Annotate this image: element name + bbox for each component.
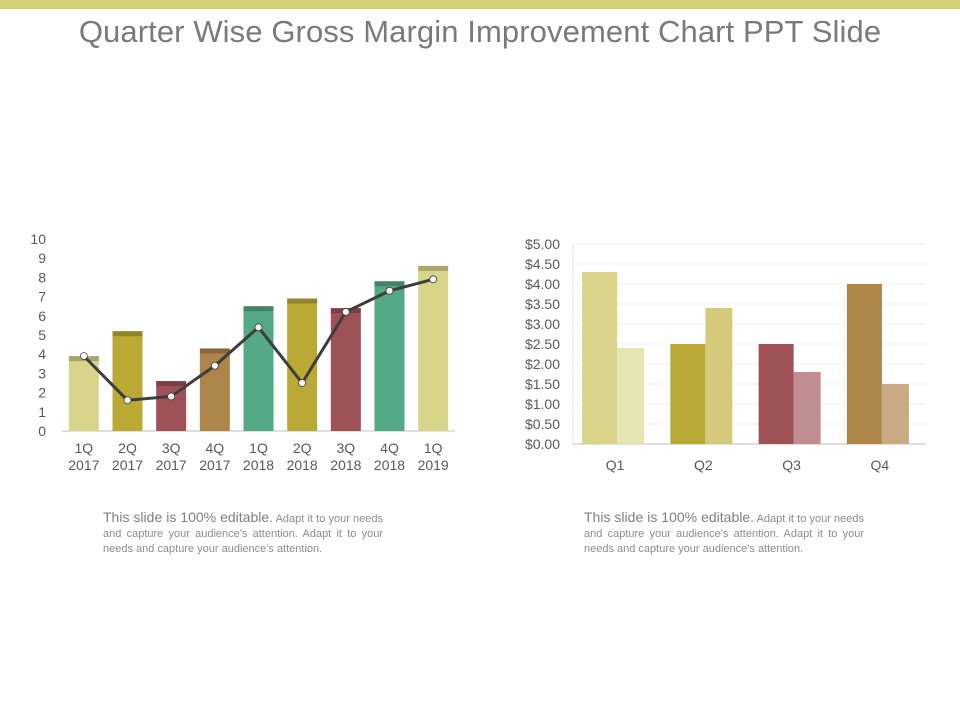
right-y-tick-7: $3.50 (525, 296, 560, 312)
right-bar-s2-3 (881, 384, 909, 444)
right-caption-body: Adapt it to your needs and capture your … (584, 513, 864, 555)
right-bar-s2-1 (705, 308, 733, 444)
right-bar-s2-0 (617, 348, 645, 444)
right-caption-lead: This slide is 100% editable. (584, 509, 755, 525)
right-y-tick-3: $1.50 (525, 376, 560, 392)
left-y-tick-5: 5 (38, 327, 46, 343)
left-bar-cap-1 (112, 331, 143, 337)
left-bar-0 (68, 356, 99, 431)
right-y-tick-5: $2.50 (525, 336, 560, 352)
left-line-point-4 (254, 323, 263, 332)
left-y-tick-9: 9 (38, 250, 46, 266)
right-y-tick-4: $2.00 (525, 356, 560, 372)
left-line-point-5 (298, 379, 307, 387)
left-caption: This slide is 100% editable. Adapt it to… (103, 510, 383, 556)
right-y-tick-10: $5.00 (525, 236, 560, 252)
left-x-label-8: 1Q 2019 (418, 440, 449, 473)
left-x-label-0: 1Q 2017 (68, 440, 99, 473)
left-y-tick-10: 10 (30, 231, 46, 247)
left-x-label-6: 3Q 2018 (330, 440, 361, 473)
right-caption: This slide is 100% editable. Adapt it to… (584, 510, 864, 556)
right-y-tick-9: $4.50 (525, 256, 560, 272)
left-caption-body: Adapt it to your needs and capture your … (103, 513, 383, 555)
left-bar-1 (112, 331, 143, 431)
left-bar-cap-2 (156, 381, 187, 387)
left-y-tick-6: 6 (38, 308, 46, 324)
left-y-tick-1: 1 (38, 404, 46, 420)
right-y-tick-1: $0.50 (525, 416, 560, 432)
right-y-tick-6: $3.00 (525, 316, 560, 332)
left-y-tick-0: 0 (38, 423, 46, 439)
right-y-tick-0: $0.00 (525, 436, 560, 452)
left-line-point-8 (429, 275, 438, 284)
left-x-label-3: 4Q 2017 (199, 440, 230, 473)
left-bar-cap-5 (287, 298, 318, 304)
left-y-tick-3: 3 (38, 365, 46, 381)
left-caption-lead: This slide is 100% editable. (103, 509, 274, 525)
left-bar-cap-3 (199, 348, 230, 354)
right-x-label-3: Q4 (871, 457, 890, 473)
left-bar-cap-4 (243, 306, 274, 312)
left-bar-cap-8 (418, 265, 449, 271)
left-x-label-1: 2Q 2017 (112, 440, 143, 473)
left-bar-7 (374, 281, 405, 431)
left-y-tick-4: 4 (38, 346, 46, 362)
left-bar-8 (418, 265, 449, 431)
left-x-label-4: 1Q 2018 (243, 440, 274, 473)
right-x-label-0: Q1 (606, 457, 625, 473)
left-y-tick-7: 7 (38, 289, 46, 305)
right-y-tick-8: $4.00 (525, 276, 560, 292)
right-bar-s1-0 (582, 272, 618, 444)
right-x-label-2: Q3 (782, 457, 801, 473)
left-line-point-0 (79, 352, 88, 361)
left-line-point-2 (167, 392, 176, 401)
left-x-label-5: 2Q 2018 (287, 440, 318, 473)
left-line-point-6 (341, 308, 350, 316)
right-x-label-1: Q2 (694, 457, 713, 473)
left-line-point-3 (210, 361, 219, 370)
left-line-point-7 (385, 286, 394, 295)
right-bar-s2-2 (793, 372, 821, 444)
right-bar-s1-2 (758, 344, 794, 444)
slide-title: Quarter Wise Gross Margin Improvement Ch… (78, 14, 882, 49)
left-x-label-7: 4Q 2018 (374, 440, 405, 473)
left-y-tick-8: 8 (38, 269, 46, 285)
right-bar-s1-1 (670, 344, 706, 444)
left-y-tick-2: 2 (38, 385, 46, 401)
right-y-tick-2: $1.00 (525, 396, 560, 412)
left-x-label-2: 3Q 2017 (156, 440, 187, 473)
left-line-point-1 (123, 396, 132, 405)
left-bar-cap-7 (374, 281, 405, 287)
right-bar-s1-3 (846, 284, 882, 444)
top-accent-bar (0, 0, 960, 9)
